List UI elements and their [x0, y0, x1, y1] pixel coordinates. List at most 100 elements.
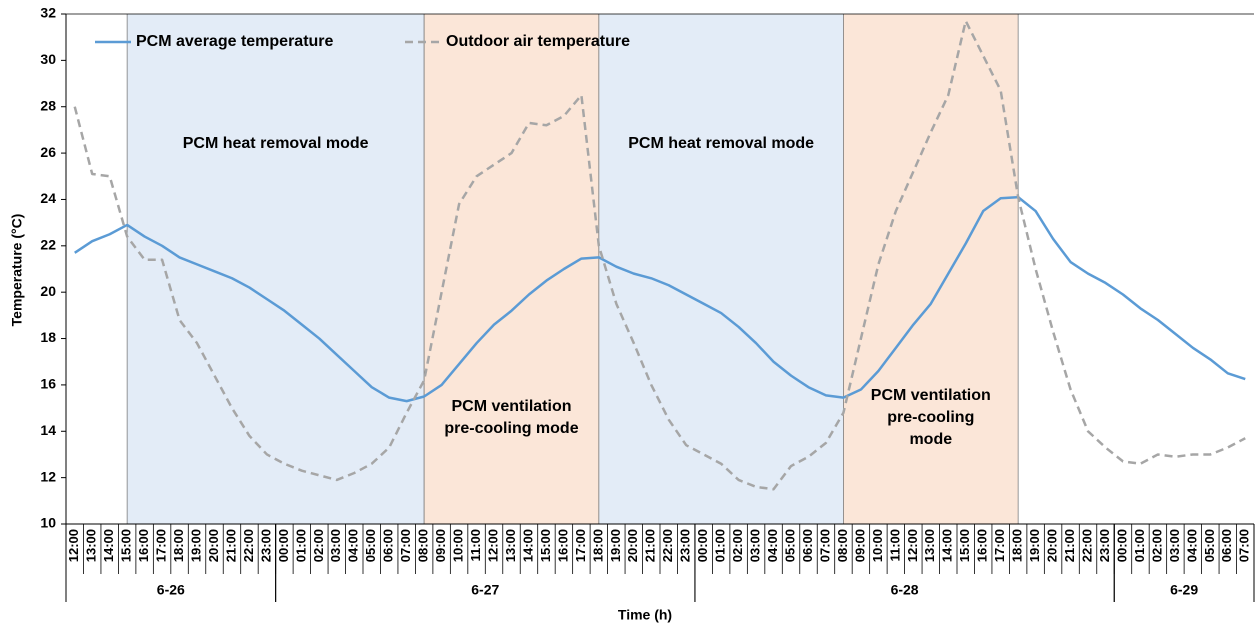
mode-region: [843, 14, 1019, 524]
x-tick-label: 19:00: [188, 529, 203, 562]
x-tick-label: 05:00: [1202, 529, 1217, 562]
y-tick-label: 26: [40, 144, 56, 160]
x-tick-label: 21:00: [1062, 529, 1077, 562]
x-tick-label: 04:00: [1184, 529, 1199, 562]
x-tick-label: 23:00: [258, 529, 273, 562]
y-tick-label: 12: [40, 468, 56, 484]
x-tick-label: 12:00: [485, 529, 500, 562]
x-tick-label: 20:00: [206, 529, 221, 562]
x-tick-label: 19:00: [608, 529, 623, 562]
region-label: PCM ventilation: [451, 398, 571, 415]
x-tick-label: 05:00: [363, 529, 378, 562]
x-tick-label: 19:00: [1027, 529, 1042, 562]
x-tick-label: 08:00: [416, 529, 431, 562]
region-label: pre-cooling: [887, 409, 974, 426]
x-tick-label: 06:00: [381, 529, 396, 562]
mode-region: [127, 14, 425, 524]
x-tick-label: 03:00: [748, 529, 763, 562]
x-tick-label: 20:00: [625, 529, 640, 562]
y-tick-label: 28: [40, 97, 56, 113]
x-tick-label: 13:00: [84, 529, 99, 562]
x-tick-label: 16:00: [555, 529, 570, 562]
x-tick-label: 08:00: [835, 529, 850, 562]
x-tick-label: 14:00: [940, 529, 955, 562]
x-tick-label: 05:00: [782, 529, 797, 562]
y-tick-label: 22: [40, 237, 56, 253]
x-tick-label: 14:00: [520, 529, 535, 562]
x-axis-title: Time (h): [618, 607, 672, 623]
x-tick-label: 16:00: [136, 529, 151, 562]
mode-region: [598, 14, 844, 524]
region-label: mode: [909, 431, 952, 448]
x-tick-label: 18:00: [1010, 529, 1025, 562]
y-tick-label: 16: [40, 376, 56, 392]
x-tick-label: 16:00: [975, 529, 990, 562]
x-tick-label: 12:00: [905, 529, 920, 562]
x-tick-label: 01:00: [293, 529, 308, 562]
x-tick-label: 01:00: [1132, 529, 1147, 562]
x-tick-label: 07:00: [817, 529, 832, 562]
x-tick-label: 00:00: [695, 529, 710, 562]
y-tick-label: 30: [40, 51, 56, 67]
x-tick-label: 15:00: [538, 529, 553, 562]
date-label: 6-27: [471, 582, 499, 598]
series-line: [73, 19, 1246, 491]
x-tick-label: 14:00: [101, 529, 116, 562]
x-tick-label: 00:00: [276, 529, 291, 562]
series-line: [74, 195, 1246, 403]
x-tick-label: 07:00: [398, 529, 413, 562]
date-label: 6-28: [891, 582, 919, 598]
x-tick-label: 04:00: [765, 529, 780, 562]
x-tick-label: 17:00: [154, 529, 169, 562]
y-axis-title: Temperature (°C): [9, 214, 25, 327]
x-tick-label: 11:00: [887, 529, 902, 562]
y-tick-label: 10: [40, 515, 56, 531]
x-tick-label: 07:00: [1237, 529, 1252, 562]
mode-region: [424, 14, 599, 524]
x-tick-label: 20:00: [1045, 529, 1060, 562]
y-tick-label: 24: [40, 190, 56, 206]
x-tick-label: 18:00: [590, 529, 605, 562]
region-label: PCM ventilation: [871, 387, 991, 404]
x-tick-label: 10:00: [451, 529, 466, 562]
x-tick-label: 03:00: [328, 529, 343, 562]
region-label: pre-cooling mode: [444, 420, 578, 437]
region-label: PCM heat removal mode: [628, 135, 814, 152]
y-tick-label: 14: [40, 422, 56, 438]
x-tick-label: 01:00: [713, 529, 728, 562]
y-tick-label: 20: [40, 283, 56, 299]
x-tick-label: 15:00: [957, 529, 972, 562]
x-tick-label: 17:00: [992, 529, 1007, 562]
x-tick-label: 02:00: [1149, 529, 1164, 562]
legend-label: Outdoor air temperature: [446, 33, 630, 50]
x-tick-label: 02:00: [730, 529, 745, 562]
x-tick-label: 15:00: [119, 529, 134, 562]
x-tick-label: 13:00: [922, 529, 937, 562]
x-tick-label: 17:00: [573, 529, 588, 562]
region-label: PCM heat removal mode: [183, 135, 369, 152]
x-tick-label: 18:00: [171, 529, 186, 562]
x-tick-label: 23:00: [1097, 529, 1112, 562]
x-tick-label: 21:00: [643, 529, 658, 562]
x-tick-label: 04:00: [346, 529, 361, 562]
x-tick-label: 02:00: [311, 529, 326, 562]
x-tick-label: 06:00: [800, 529, 815, 562]
y-tick-label: 18: [40, 329, 56, 345]
x-tick-label: 11:00: [468, 529, 483, 562]
y-tick-label: 32: [40, 5, 56, 21]
x-tick-label: 03:00: [1167, 529, 1182, 562]
x-tick-label: 22:00: [660, 529, 675, 562]
legend-label: PCM average temperature: [136, 33, 334, 50]
x-tick-label: 09:00: [433, 529, 448, 562]
x-tick-label: 06:00: [1219, 529, 1234, 562]
x-tick-label: 10:00: [870, 529, 885, 562]
x-tick-label: 00:00: [1114, 529, 1129, 562]
x-tick-label: 12:00: [66, 529, 81, 562]
x-tick-label: 23:00: [678, 529, 693, 562]
x-tick-label: 09:00: [852, 529, 867, 562]
x-tick-label: 22:00: [1079, 529, 1094, 562]
date-label: 6-29: [1170, 582, 1198, 598]
date-label: 6-26: [157, 582, 185, 598]
x-tick-label: 22:00: [241, 529, 256, 562]
